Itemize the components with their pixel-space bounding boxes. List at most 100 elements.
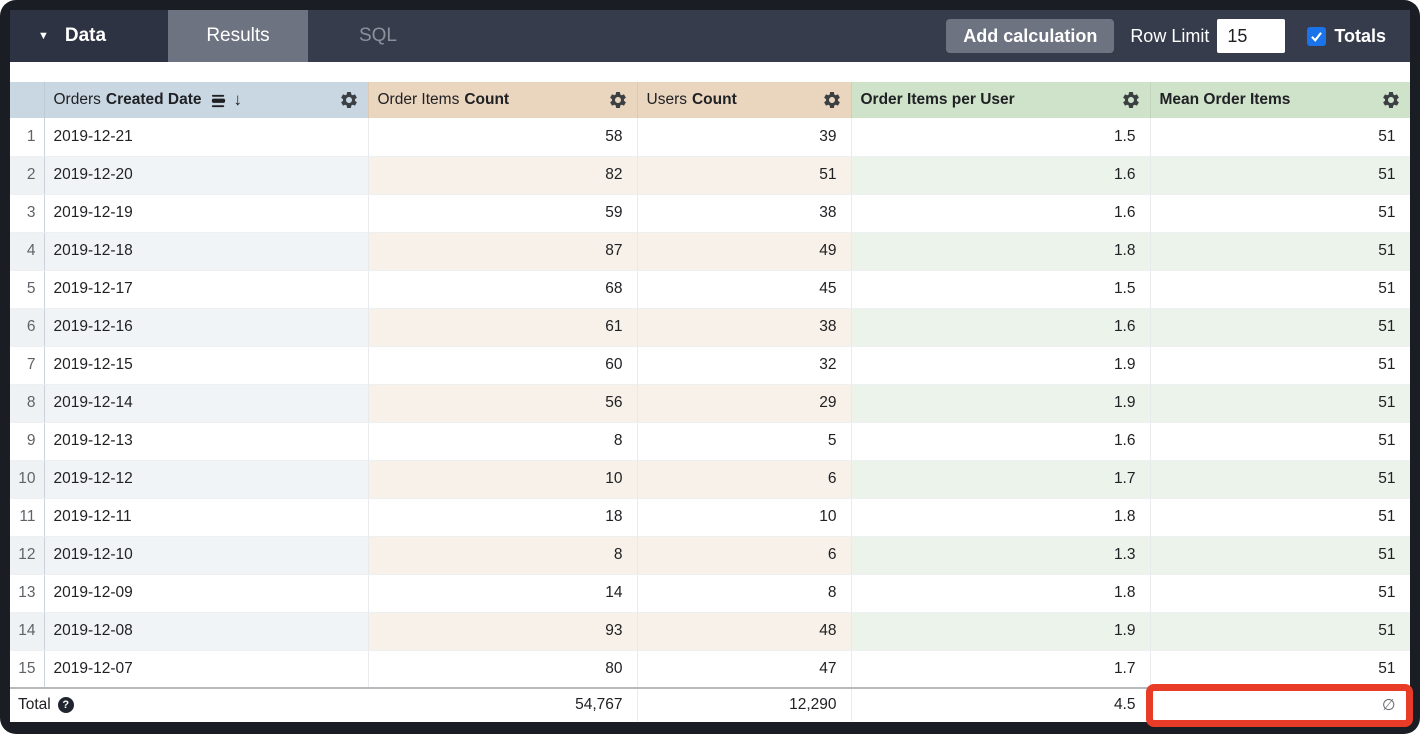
order-items-per-user-cell[interactable]: 1.8 <box>851 574 1151 613</box>
order-items-count-cell[interactable]: 60 <box>368 346 638 385</box>
order-items-count-cell[interactable]: 59 <box>368 194 638 233</box>
gear-icon[interactable] <box>608 90 628 110</box>
column-header-order-items-per-user[interactable]: Order Items per User <box>851 82 1151 118</box>
users-count-cell[interactable]: 38 <box>637 308 852 347</box>
order-items-per-user-cell[interactable]: 1.3 <box>851 536 1151 575</box>
mean-order-items-cell[interactable]: 51 <box>1150 536 1410 575</box>
order-items-count-cell[interactable]: 8 <box>368 536 638 575</box>
column-header-users-count[interactable]: Users Count <box>637 82 852 118</box>
gear-icon[interactable] <box>822 90 842 110</box>
mean-order-items-cell[interactable]: 51 <box>1150 308 1410 347</box>
mean-order-items-cell[interactable]: 51 <box>1150 270 1410 309</box>
order-items-count-cell[interactable]: 58 <box>368 118 638 157</box>
row-number: 9 <box>10 422 45 461</box>
users-count-cell[interactable]: 6 <box>637 536 852 575</box>
column-header-mean-order-items[interactable]: Mean Order Items <box>1150 82 1410 118</box>
created-date-cell[interactable]: 2019-12-17 <box>44 270 369 309</box>
order-items-count-cell[interactable]: 87 <box>368 232 638 271</box>
mean-order-items-cell[interactable]: 51 <box>1150 650 1410 689</box>
users-count-cell[interactable]: 49 <box>637 232 852 271</box>
users-count-cell[interactable]: 5 <box>637 422 852 461</box>
order-items-per-user-cell[interactable]: 1.6 <box>851 156 1151 195</box>
users-count-cell[interactable]: 32 <box>637 346 852 385</box>
sort-descending-icon: ↓ <box>233 90 243 109</box>
created-date-cell[interactable]: 2019-12-14 <box>44 384 369 423</box>
created-date-cell[interactable]: 2019-12-15 <box>44 346 369 385</box>
created-date-cell[interactable]: 2019-12-10 <box>44 536 369 575</box>
created-date-cell[interactable]: 2019-12-07 <box>44 650 369 689</box>
created-date-cell[interactable]: 2019-12-19 <box>44 194 369 233</box>
gear-icon[interactable] <box>339 90 359 110</box>
users-count-cell[interactable]: 10 <box>637 498 852 537</box>
mean-order-items-cell[interactable]: 51 <box>1150 194 1410 233</box>
users-count-cell[interactable]: 47 <box>637 650 852 689</box>
order-items-count-cell[interactable]: 93 <box>368 612 638 651</box>
tab-results[interactable]: Results <box>168 10 308 62</box>
data-section-toggle[interactable]: ▼ Data <box>10 10 168 62</box>
order-items-per-user-cell[interactable]: 1.5 <box>851 270 1151 309</box>
created-date-cell[interactable]: 2019-12-21 <box>44 118 369 157</box>
order-items-per-user-cell[interactable]: 1.9 <box>851 612 1151 651</box>
mean-order-items-cell[interactable]: 51 <box>1150 460 1410 499</box>
users-count-cell[interactable]: 29 <box>637 384 852 423</box>
order-items-per-user-cell[interactable]: 1.6 <box>851 422 1151 461</box>
created-date-cell[interactable]: 2019-12-18 <box>44 232 369 271</box>
order-items-count-cell[interactable]: 10 <box>368 460 638 499</box>
created-date-cell[interactable]: 2019-12-08 <box>44 612 369 651</box>
mean-order-items-cell[interactable]: 51 <box>1150 498 1410 537</box>
order-items-per-user-cell[interactable]: 1.9 <box>851 346 1151 385</box>
row-number: 8 <box>10 384 45 423</box>
mean-order-items-cell[interactable]: 51 <box>1150 118 1410 157</box>
mean-order-items-cell[interactable]: 51 <box>1150 384 1410 423</box>
order-items-per-user-cell[interactable]: 1.8 <box>851 498 1151 537</box>
order-items-per-user-cell[interactable]: 1.6 <box>851 194 1151 233</box>
mean-order-items-cell[interactable]: 51 <box>1150 232 1410 271</box>
order-items-count-cell[interactable]: 82 <box>368 156 638 195</box>
help-icon[interactable]: ? <box>57 697 74 713</box>
order-items-count-cell[interactable]: 14 <box>368 574 638 613</box>
users-count-cell[interactable]: 45 <box>637 270 852 309</box>
created-date-cell[interactable]: 2019-12-20 <box>44 156 369 195</box>
users-count-cell[interactable]: 38 <box>637 194 852 233</box>
mean-order-items-cell[interactable]: 51 <box>1150 612 1410 651</box>
created-date-cell[interactable]: 2019-12-11 <box>44 498 369 537</box>
order-items-count-cell[interactable]: 56 <box>368 384 638 423</box>
order-items-count-cell[interactable]: 18 <box>368 498 638 537</box>
users-count-cell[interactable]: 51 <box>637 156 852 195</box>
order-items-count-cell[interactable]: 80 <box>368 650 638 689</box>
order-items-per-user-cell[interactable]: 1.6 <box>851 308 1151 347</box>
created-date-cell[interactable]: 2019-12-13 <box>44 422 369 461</box>
column-header-orders-created-date[interactable]: Orders Created Date ↓ <box>44 82 369 118</box>
gear-icon[interactable] <box>1121 90 1141 110</box>
add-calculation-button[interactable]: Add calculation <box>946 19 1115 53</box>
tab-results-label: Results <box>206 25 270 46</box>
created-date-cell[interactable]: 2019-12-16 <box>44 308 369 347</box>
mean-order-items-cell[interactable]: 51 <box>1150 156 1410 195</box>
created-date-cell[interactable]: 2019-12-09 <box>44 574 369 613</box>
order-items-per-user-cell[interactable]: 1.5 <box>851 118 1151 157</box>
order-items-per-user-cell[interactable]: 1.8 <box>851 232 1151 271</box>
column-header-order-items-count[interactable]: Order Items Count <box>368 82 638 118</box>
tab-sql-label: SQL <box>358 25 398 46</box>
totals-checkbox[interactable] <box>1307 26 1327 46</box>
gear-icon[interactable] <box>1381 90 1401 110</box>
tab-sql[interactable]: SQL <box>308 10 448 62</box>
total-users-count: 12,290 <box>637 687 852 721</box>
order-items-count-cell[interactable]: 8 <box>368 422 638 461</box>
order-items-per-user-cell[interactable]: 1.9 <box>851 384 1151 423</box>
row-limit-input[interactable] <box>1217 19 1286 53</box>
created-date-cell[interactable]: 2019-12-12 <box>44 460 369 499</box>
table-row: 9 2019-12-13 8 5 1.6 51 <box>10 422 1410 461</box>
mean-order-items-cell[interactable]: 51 <box>1150 574 1410 613</box>
mean-order-items-cell[interactable]: 51 <box>1150 422 1410 461</box>
order-items-per-user-cell[interactable]: 1.7 <box>851 460 1151 499</box>
users-count-cell[interactable]: 6 <box>637 460 852 499</box>
order-items-count-cell[interactable]: 61 <box>368 308 638 347</box>
order-items-per-user-cell[interactable]: 1.7 <box>851 650 1151 689</box>
users-count-cell[interactable]: 48 <box>637 612 852 651</box>
mean-order-items-cell[interactable]: 51 <box>1150 346 1410 385</box>
order-items-count-cell[interactable]: 68 <box>368 270 638 309</box>
totals-label: Totals <box>1334 25 1386 46</box>
users-count-cell[interactable]: 39 <box>637 118 852 157</box>
users-count-cell[interactable]: 8 <box>637 574 852 613</box>
